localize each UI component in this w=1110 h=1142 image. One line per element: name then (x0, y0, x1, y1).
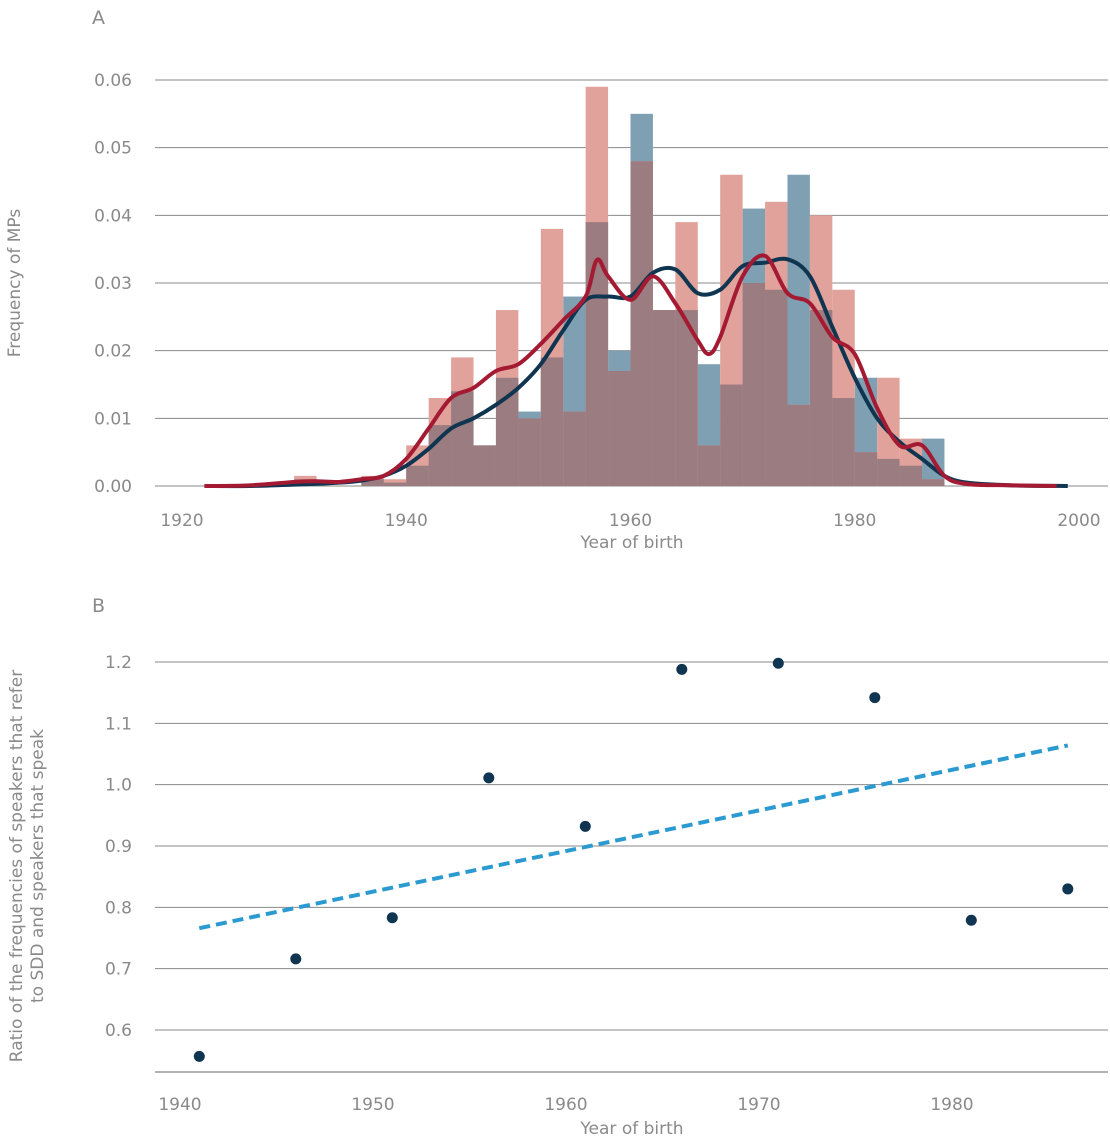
panel-a-overlap-bar (832, 398, 855, 486)
panel-a-overlap-bar (563, 411, 586, 486)
panel-a-overlap-bar (473, 445, 496, 486)
panel-b-y-tick-label: 1.1 (105, 714, 132, 734)
panel-a-overlap-bar (697, 445, 721, 486)
panel-a: A 0.000.010.020.030.040.050.06 1920 1940 1… (5, 7, 1108, 553)
panel-b-data-point (193, 1050, 205, 1062)
panel-a-y-tick-label: 0.00 (94, 477, 132, 497)
panel-a-letter: A (92, 7, 105, 29)
panel-b-y-axis-title-line-2: to SDD and speakers that speak (28, 729, 48, 1003)
panel-a-x-tick-label: 1920 (160, 511, 203, 531)
panel-a-overlap-bar (787, 404, 810, 486)
panel-b-data-point (772, 657, 784, 669)
panel-a-x-tick-label: 1980 (833, 511, 876, 531)
panel-a-y-axis-title: Frequency of MPs (5, 209, 25, 358)
panel-b-x-tick-label: 1940 (158, 1095, 201, 1115)
panel-a-red-density-line (204, 253, 1057, 488)
panel-b-x-tick-label: 1980 (930, 1095, 973, 1115)
panel-b-letter: B (92, 595, 105, 617)
panel-a-y-tick-label: 0.02 (94, 342, 132, 362)
panel-b-x-tick-label: 1950 (351, 1095, 394, 1115)
panel-a-overlap-bar (922, 479, 945, 486)
panel-a-overlap-bar (877, 458, 900, 486)
panel-a-overlap-bar (406, 465, 429, 486)
panel-b-gridlines (155, 661, 1108, 1073)
panel-b-data-point (483, 772, 495, 784)
panel-a-overlap-bar (630, 161, 653, 486)
panel-b-y-tick-label: 1.0 (105, 776, 132, 796)
panel-a-overlap-bar (451, 391, 474, 486)
panel-b: B 0.6 0.7 0.8 0.9 1.0 1.1 1.2 1940 1950 1960 1970… (7, 595, 1108, 1139)
panel-b-data-point (579, 820, 591, 832)
panel-b-x-tick-labels: 1940 1950 1960 1970 1980 (158, 1095, 973, 1115)
panel-a-y-tick-label: 0.03 (94, 274, 132, 294)
panel-a-overlap-bar (765, 289, 788, 486)
panel-a-overlap-bar (361, 479, 384, 486)
panel-a-y-tick-label: 0.01 (94, 409, 132, 429)
panel-a-overlap-bar (809, 310, 833, 486)
panel-b-y-tick-label: 1.2 (105, 653, 132, 673)
panel-b-y-tick-label: 0.6 (105, 1021, 132, 1041)
panel-a-overlap-bar (652, 310, 676, 486)
panel-b-y-tick-label: 0.9 (105, 837, 132, 857)
panel-a-y-tick-label: 0.04 (94, 206, 132, 226)
panel-a-x-tick-label: 2000 (1057, 511, 1100, 531)
panel-a-x-axis-title: Year of birth (579, 533, 683, 553)
panel-a-y-tick-label: 0.05 (94, 139, 132, 159)
panel-b-data-point (965, 914, 977, 926)
panel-a-y-tick-labels: 0.00 0.01 0.02 0.03 0.04 0.05 0.06 (94, 71, 132, 497)
panel-b-data-point (676, 663, 688, 675)
panel-a-overlap-bar (495, 377, 519, 486)
panel-a-x-tick-label: 1940 (385, 511, 428, 531)
panel-a-overlap-bar (608, 370, 631, 486)
panel-b-y-axis-title-line-1: Ratio of the frequencies of speakers tha… (7, 670, 27, 1063)
panel-b-trend-line (198, 743, 1069, 931)
panel-a-overlap-bar (899, 465, 923, 486)
panel-b-data-point (869, 692, 881, 704)
panel-b-y-tick-label: 0.8 (105, 898, 132, 918)
panel-a-overlap-bar (675, 310, 698, 486)
panel-a-overlap-histogram (294, 161, 945, 486)
panel-a-density-lines (204, 253, 1068, 489)
panel-a-overlap-bar (720, 384, 743, 486)
panel-a-overlap-bar (742, 283, 766, 486)
panel-a-overlap-bar (585, 222, 609, 486)
panel-b-data-point (290, 953, 302, 965)
panel-a-x-tick-label: 1960 (609, 511, 652, 531)
panel-b-y-tick-label: 0.7 (105, 960, 132, 980)
panel-b-trend-line-dashed (198, 743, 1069, 931)
panel-b-x-axis-title: Year of birth (579, 1119, 683, 1139)
panel-a-y-tick-label: 0.06 (94, 71, 132, 91)
panel-b-y-axis-title: Ratio of the frequencies of speakers tha… (7, 670, 48, 1063)
panel-b-scatter-points (193, 657, 1074, 1062)
panel-a-overlap-bar (518, 418, 541, 486)
panel-b-y-tick-labels: 0.6 0.7 0.8 0.9 1.0 1.1 1.2 (105, 653, 132, 1041)
panel-a-overlap-bar (383, 482, 407, 486)
panel-b-data-point (386, 912, 398, 924)
panel-a-overlap-bar (854, 452, 878, 486)
panel-b-x-tick-label: 1970 (737, 1095, 780, 1115)
panel-a-overlap-bar (428, 425, 452, 486)
panel-b-data-point (1062, 883, 1074, 895)
panel-b-x-tick-label: 1960 (544, 1095, 587, 1115)
panel-a-overlap-bar (540, 357, 564, 486)
panel-a-x-tick-labels: 1920 1940 1960 1980 2000 (160, 511, 1100, 531)
